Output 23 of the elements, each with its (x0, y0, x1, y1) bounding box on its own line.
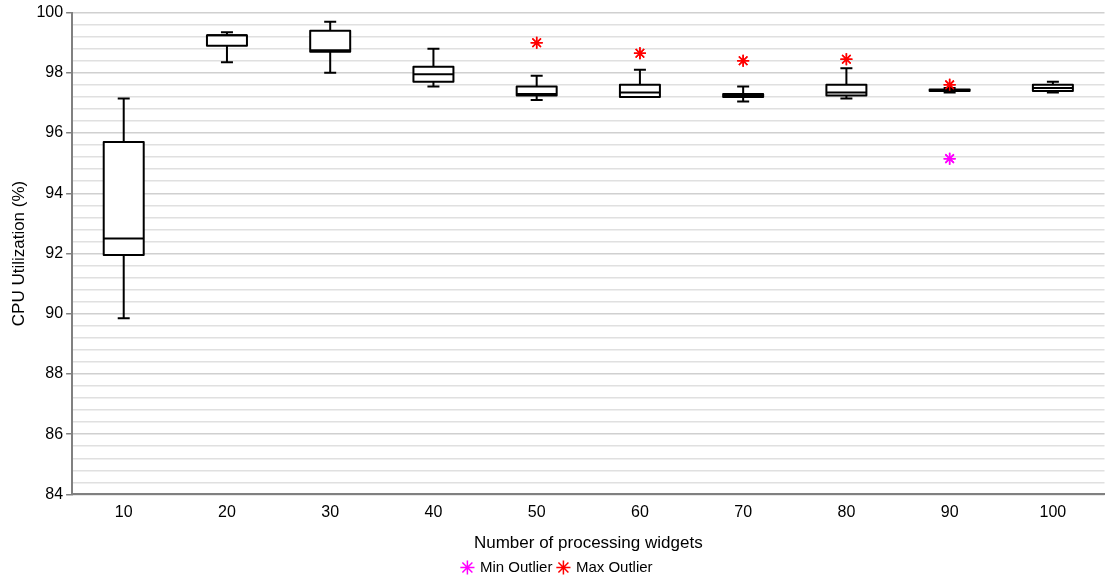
x-tick-label: 40 (424, 503, 443, 521)
x-axis-title: Number of processing widgets (473, 533, 703, 553)
x-tick-label: 20 (218, 503, 236, 521)
x-tick-label: 70 (734, 503, 753, 521)
y-tick-label: 90 (45, 304, 64, 322)
y-tick-label: 88 (45, 364, 64, 382)
x-tick-label: 30 (321, 503, 340, 521)
y-axis-title: CPU Utilization (%) (8, 180, 28, 327)
y-tick-label: 84 (45, 484, 64, 502)
legend-label: Max Outlier (575, 557, 653, 575)
x-tick-label: 50 (527, 503, 546, 521)
y-tick-label: 100 (36, 3, 64, 21)
y-tick-label: 98 (45, 63, 64, 81)
legend-label: Min Outlier (479, 557, 553, 575)
x-tick-label: 90 (940, 503, 959, 521)
y-tick-label: 94 (45, 183, 64, 201)
x-tick-label: 80 (837, 503, 856, 521)
x-tick-label: 100 (1039, 503, 1067, 521)
x-tick-label: 10 (114, 503, 133, 521)
y-tick-label: 96 (45, 123, 64, 141)
y-tick-label: 86 (45, 424, 64, 442)
x-tick-label: 60 (631, 503, 649, 521)
y-tick-label: 92 (45, 243, 64, 261)
